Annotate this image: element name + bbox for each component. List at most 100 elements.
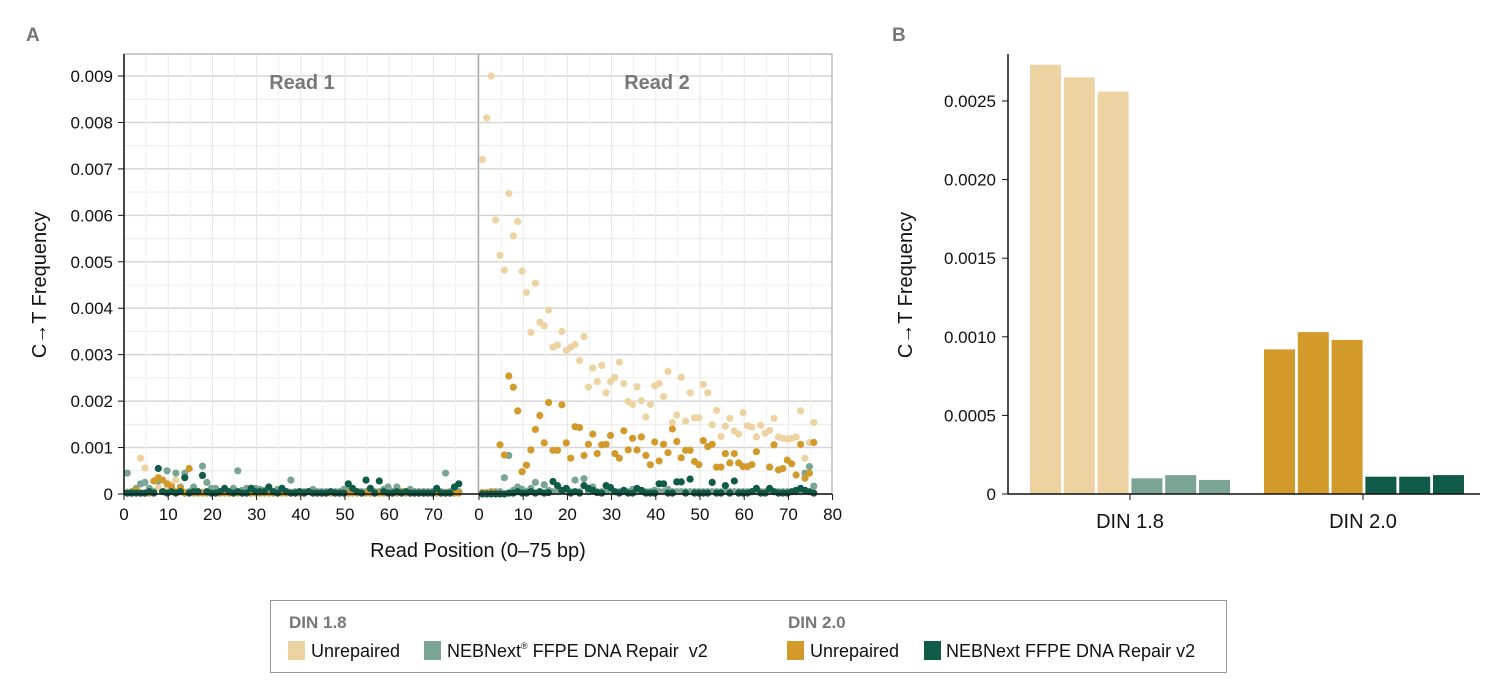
data-point (726, 414, 734, 422)
bar (1063, 77, 1095, 495)
data-point (629, 434, 637, 442)
data-point (677, 373, 685, 381)
data-point (384, 483, 392, 491)
x-category-din-1-8: DIN 1.8 (1096, 511, 1164, 533)
data-point (580, 333, 588, 341)
data-point (576, 424, 584, 432)
data-point (593, 378, 601, 386)
x-tick-label: 20 (558, 505, 577, 524)
data-point (540, 322, 548, 330)
data-point (779, 464, 787, 473)
bar (1264, 349, 1295, 494)
data-point (558, 401, 566, 409)
bar (1131, 478, 1163, 494)
data-point (580, 475, 588, 483)
data-point (805, 463, 814, 471)
data-point (792, 433, 800, 441)
panel-a-label: A (26, 25, 40, 46)
data-point (752, 433, 761, 441)
data-point (651, 489, 659, 497)
data-point (185, 464, 193, 473)
y-axis-title: C→T Frequency (895, 212, 917, 358)
data-point (198, 462, 207, 470)
data-point (620, 379, 628, 388)
data-point (713, 406, 721, 414)
legend-item-label: NEBNext® FFPE DNA Repair v2 (447, 641, 708, 661)
bar (1433, 475, 1464, 494)
x-tick-label: 70 (424, 505, 443, 524)
legend-swatch (288, 641, 305, 660)
data-point (234, 467, 242, 475)
y-tick-label: 0.0005 (944, 406, 996, 425)
legend-box (270, 600, 1227, 673)
data-point (810, 489, 818, 497)
bar (1165, 475, 1197, 494)
data-point (181, 474, 189, 482)
data-point (553, 446, 562, 454)
data-point (721, 482, 730, 490)
data-point (797, 440, 805, 448)
data-point (664, 449, 672, 457)
data-point (598, 489, 606, 497)
y-tick-label: 0.0025 (944, 92, 996, 111)
bar (1331, 339, 1363, 494)
y-tick-label: 0.006 (70, 206, 113, 225)
data-point (752, 484, 761, 492)
data-point (757, 421, 765, 429)
data-point (505, 372, 513, 380)
data-point (651, 438, 659, 446)
data-point (518, 267, 526, 275)
data-point (726, 489, 734, 497)
bars (1030, 64, 1464, 495)
data-point (265, 483, 273, 491)
data-point (531, 478, 540, 486)
data-point (154, 464, 162, 473)
data-point (682, 489, 690, 497)
data-point (509, 232, 517, 240)
data-point (509, 383, 517, 391)
data-point (655, 457, 663, 465)
data-point (735, 430, 743, 438)
x-axis-title: Read Position (0–75 bp) (370, 540, 586, 562)
data-point (163, 467, 171, 475)
data-point (446, 489, 454, 497)
data-point (717, 489, 725, 497)
legend: DIN 1.8 Unrepaired NEBNext® FFPE DNA Rep… (270, 600, 1227, 673)
x-tick-label: 50 (691, 505, 710, 524)
data-point (496, 251, 504, 259)
data-point (203, 478, 211, 486)
data-point (584, 440, 593, 448)
data-point (522, 288, 531, 297)
data-point (611, 373, 619, 381)
registered-mark: ® (521, 641, 528, 651)
data-point (642, 451, 650, 460)
data-point (805, 469, 814, 477)
data-point (540, 481, 548, 489)
data-point (571, 340, 579, 349)
data-point (589, 430, 597, 438)
data-point (567, 454, 575, 462)
data-point (536, 411, 544, 420)
legend-swatch (424, 641, 441, 660)
data-point (558, 327, 566, 336)
data-point (562, 439, 570, 447)
data-point (611, 450, 619, 458)
data-point (792, 471, 800, 479)
legend-item-label: NEBNext FFPE DNA Repair v2 (946, 641, 1195, 661)
data-point (602, 389, 610, 397)
facet-label-read-1: Read 1 (269, 72, 335, 94)
data-point (704, 489, 712, 497)
data-point (686, 475, 694, 483)
bar (1297, 332, 1329, 494)
data-point (545, 489, 553, 497)
data-point (637, 397, 646, 405)
legend-item-name: NEBNext (447, 641, 521, 661)
data-point (721, 422, 730, 430)
data-point (545, 306, 553, 314)
data-point (500, 266, 508, 274)
x-category-din-2-0: DIN 2.0 (1329, 511, 1397, 533)
legend-swatch (787, 641, 804, 660)
bar (1399, 476, 1431, 494)
data-point (620, 427, 628, 435)
data-point (730, 477, 738, 485)
